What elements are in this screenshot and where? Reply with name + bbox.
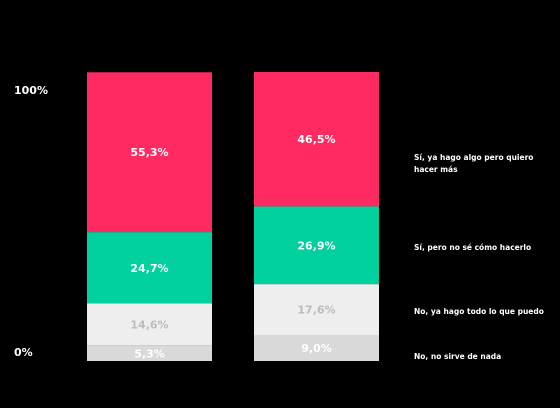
bar-2-value-label-1: 9,0% (301, 342, 332, 355)
bar-2-segment-2 (254, 284, 379, 335)
bar-2-segment-4 (254, 72, 379, 207)
y-tick-label-100: 100% (14, 84, 48, 97)
bar-1-segment-1 (87, 345, 212, 361)
legend-item-si-no-se-como: Sí, pero no sé cómo hacerlo (414, 243, 532, 252)
bar-2-value-label-3: 26,9% (297, 239, 335, 252)
bar-1-value-label-1: 5,3% (134, 347, 165, 360)
bar-1-segment-2 (87, 303, 212, 346)
bar-2-segment-3 (254, 206, 379, 285)
bar-1-value-label-2: 14,6% (130, 319, 168, 332)
bar-1-value-label-3: 24,7% (130, 262, 168, 275)
legend-item-no-sirve: No, no sirve de nada (414, 352, 502, 361)
y-tick-label-0: 0% (14, 346, 33, 359)
bar-1-segment-3 (87, 232, 212, 304)
legend-item-no-hago-todo: No, ya hago todo lo que puedo (414, 307, 544, 316)
legend-item-si-quiero-hacer-mas: Sí, ya hago algo pero quiero hacer más (414, 153, 534, 174)
bar-1-segment-4 (87, 72, 212, 233)
bar-2-value-label-2: 17,6% (297, 304, 335, 317)
bar-2-value-label-4: 46,5% (297, 133, 335, 146)
bar-1-value-label-4: 55,3% (130, 146, 168, 159)
bar-2-segment-1 (254, 334, 379, 361)
